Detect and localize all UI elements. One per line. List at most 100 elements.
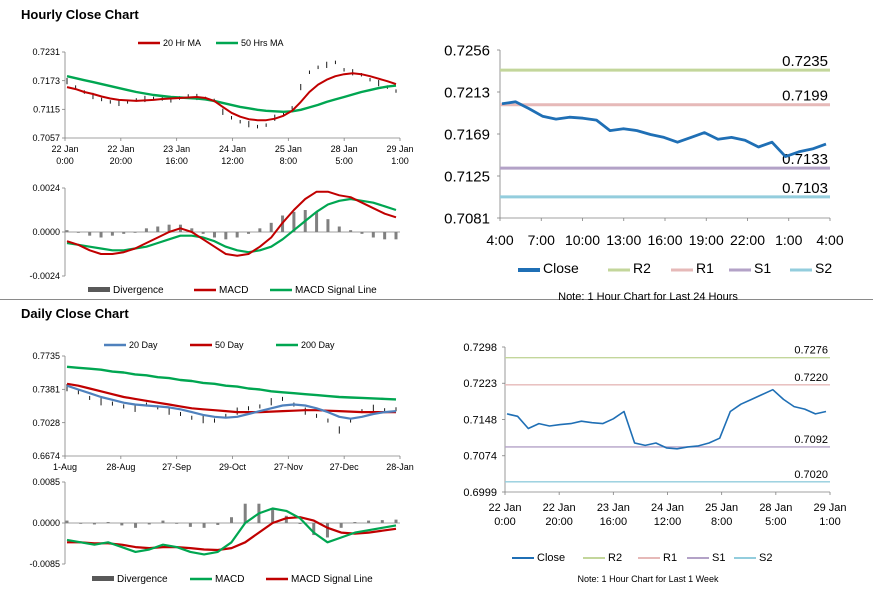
x-tick-label: 20:00 — [110, 156, 133, 166]
x-tick-label: 12:00 — [654, 516, 682, 528]
divergence-bar — [258, 228, 262, 232]
divergence-bar — [339, 523, 343, 528]
divergence-bar — [284, 515, 288, 523]
legend-label: 20 Day — [129, 340, 158, 350]
x-tick-label: 19:00 — [689, 232, 724, 248]
divergence-bar — [144, 228, 148, 232]
y-tick-label: 0.6674 — [32, 451, 60, 461]
y-tick-label: 0.7169 — [444, 126, 490, 143]
x-tick-label: 8:00 — [711, 516, 732, 528]
x-tick-label: 4:00 — [486, 232, 513, 248]
x-tick-label: 1:00 — [391, 156, 409, 166]
x-tick-label: 27-Sep — [162, 462, 191, 472]
x-tick-label: 13:00 — [606, 232, 641, 248]
y-tick-label: 0.7074 — [463, 451, 497, 463]
macd-line — [66, 507, 397, 556]
divergence-bar — [134, 523, 138, 528]
x-tick-label: 0:00 — [494, 516, 515, 528]
y-tick-label: 0.7735 — [32, 351, 60, 361]
divergence-bar — [247, 232, 251, 234]
divergence-bar — [326, 219, 330, 232]
divergence-bar — [315, 211, 319, 232]
divergence-bar — [110, 232, 114, 236]
x-tick-label: 7:00 — [528, 232, 555, 248]
level-label-s2: 0.7020 — [794, 469, 828, 481]
ma200-line — [66, 365, 397, 401]
divergence-bar — [88, 232, 92, 236]
x-tick-label: 23 Jan — [597, 502, 630, 514]
divergence-bar — [156, 226, 160, 232]
y-tick-label: 0.7057 — [32, 133, 60, 143]
legend-label: 200 Day — [301, 340, 335, 350]
x-tick-label: 24 Jan — [219, 144, 246, 154]
chart-note: Note: 1 Hour Chart for Last 1 Week — [578, 574, 719, 584]
close-line — [506, 388, 827, 450]
y-tick-label: 0.7173 — [32, 76, 60, 86]
divergence-bar — [120, 523, 124, 526]
divergence-bar — [271, 508, 275, 523]
divergence-bar — [243, 503, 247, 523]
divergence-bar — [394, 232, 398, 240]
divergence-bar — [76, 232, 80, 233]
legend-swatch — [88, 287, 110, 292]
legend-label: R2 — [608, 552, 622, 564]
y-tick-label: 0.7298 — [463, 342, 497, 354]
y-tick-label: 0.7081 — [444, 210, 490, 227]
close-line — [501, 100, 827, 159]
ma50-line — [66, 75, 397, 114]
legend-label: MACD Signal Line — [295, 285, 377, 296]
legend-label: Close — [537, 552, 565, 564]
legend-label: Close — [543, 260, 579, 276]
x-tick-label: 28 Jan — [331, 144, 358, 154]
x-tick-label: 8:00 — [280, 156, 298, 166]
x-tick-label: 0:00 — [56, 156, 74, 166]
divergence-bar — [147, 523, 151, 525]
divergence-bar — [92, 523, 96, 525]
legend-label: R2 — [633, 260, 651, 276]
divergence-bar — [349, 230, 353, 232]
y-tick-label: 0.0000 — [32, 518, 60, 528]
x-tick-label: 22 Jan — [107, 144, 134, 154]
x-tick-label: 5:00 — [335, 156, 353, 166]
legend-label: MACD — [215, 574, 244, 585]
x-tick-label: 22 Jan — [488, 502, 521, 514]
macd-signal-line — [66, 197, 397, 254]
x-tick-label: 27-Nov — [274, 462, 304, 472]
legend-label: Divergence — [113, 285, 164, 296]
divergence-bar — [298, 523, 302, 524]
legend-label: MACD Signal Line — [291, 574, 373, 585]
y-tick-label: 0.6999 — [463, 487, 497, 499]
divergence-bar — [224, 232, 228, 240]
divergence-bar — [175, 523, 179, 524]
legend-label: 20 Hr MA — [163, 38, 201, 48]
divergence-bar — [325, 523, 329, 538]
divergence-bar — [65, 520, 69, 523]
divergence-bar — [394, 519, 398, 523]
y-tick-label: 0.0024 — [32, 183, 60, 193]
divergence-bar — [367, 520, 371, 523]
divergence-bar — [161, 520, 165, 523]
level-label-r1: 0.7220 — [794, 372, 828, 384]
y-tick-label: 0.7381 — [32, 384, 60, 394]
legend-label: S2 — [759, 552, 772, 564]
legend-label: S1 — [754, 260, 771, 276]
y-tick-label: 0.0085 — [32, 477, 60, 487]
x-tick-label: 1-Aug — [53, 462, 77, 472]
daily-macd-chart: 0.0085 0.0000 -0.0085 Divergence MACD MACD Si… — [29, 477, 400, 585]
x-tick-label: 16:00 — [165, 156, 188, 166]
divergence-bar — [190, 228, 194, 232]
level-label-s2: 0.7103 — [782, 180, 828, 197]
macd-signal-line — [67, 516, 397, 552]
y-tick-label: -0.0024 — [29, 271, 60, 281]
macd-line — [66, 190, 397, 257]
y-tick-label: 0.7028 — [32, 418, 60, 428]
divergence-bar — [312, 523, 316, 536]
x-tick-label: 23 Jan — [163, 144, 190, 154]
x-tick-label: 20:00 — [545, 516, 573, 528]
daily-week-chart: 0.7298 0.7223 0.7148 0.7074 0.6999 22 Jan 0:00… — [463, 342, 846, 584]
y-tick-label: 0.7125 — [444, 168, 490, 185]
section-divider — [0, 299, 873, 300]
